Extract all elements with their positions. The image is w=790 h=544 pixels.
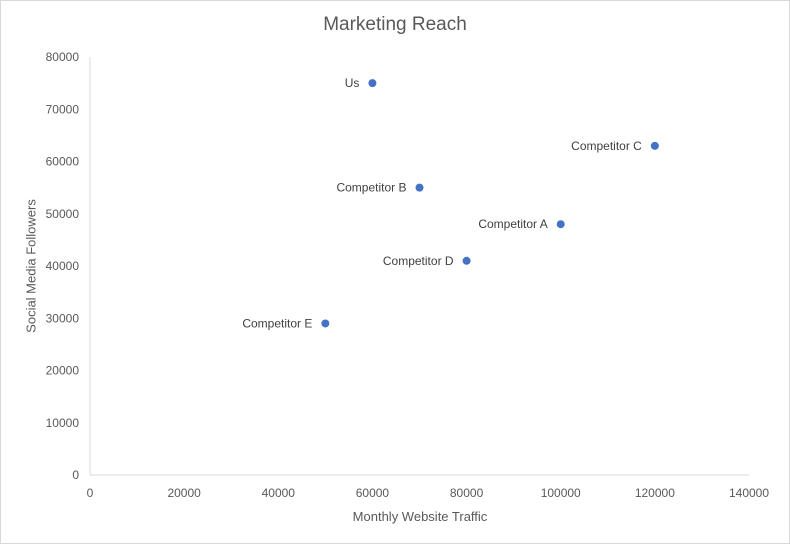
- y-tick-label: 40000: [46, 259, 80, 273]
- data-point-label: Competitor D: [383, 254, 454, 268]
- data-point-marker: [368, 79, 377, 88]
- y-tick-label: 60000: [46, 155, 80, 169]
- data-point-label: Competitor C: [571, 139, 642, 153]
- y-tick-label: 0: [72, 468, 79, 482]
- data-point-marker: [462, 256, 471, 265]
- x-axis-label: Monthly Website Traffic: [352, 509, 488, 524]
- data-point-marker: [321, 319, 330, 328]
- y-tick-label: 30000: [46, 311, 80, 325]
- chart-title: Marketing Reach: [323, 14, 467, 35]
- x-tick-label: 100000: [541, 486, 581, 500]
- data-point-marker: [415, 183, 424, 192]
- data-point-marker: [650, 141, 659, 150]
- data-point-label: Us: [345, 76, 360, 90]
- x-tick-label: 40000: [262, 486, 296, 500]
- y-tick-label: 20000: [46, 364, 80, 378]
- x-tick-label: 20000: [167, 486, 201, 500]
- x-tick-label: 120000: [635, 486, 675, 500]
- x-tick-label: 60000: [356, 486, 390, 500]
- y-tick-label: 70000: [46, 102, 80, 116]
- x-tick-label: 0: [87, 486, 94, 500]
- y-tick-label: 80000: [46, 50, 80, 64]
- x-tick-label: 140000: [729, 486, 769, 500]
- data-point-label: Competitor A: [478, 217, 547, 231]
- x-tick-label: 80000: [450, 486, 484, 500]
- y-tick-label: 50000: [46, 207, 80, 221]
- data-point-marker: [556, 220, 565, 229]
- y-tick-label: 10000: [46, 416, 80, 430]
- data-point-label: Competitor B: [336, 181, 406, 195]
- data-point-label: Competitor E: [242, 316, 312, 330]
